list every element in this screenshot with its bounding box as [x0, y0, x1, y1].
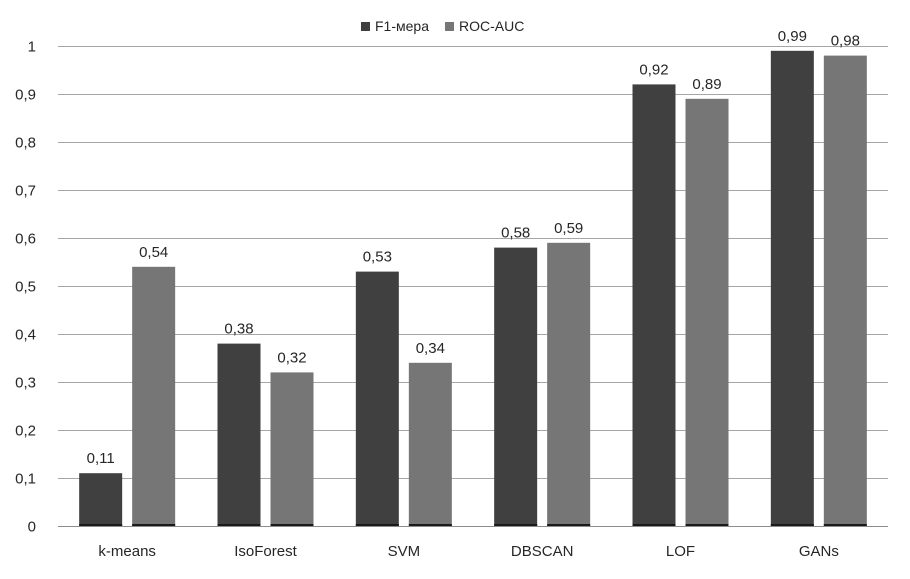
legend-swatch [444, 22, 454, 31]
data-label: 0,38 [224, 321, 253, 338]
bar [685, 98, 729, 527]
y-tick-label: 0,2 [15, 423, 36, 440]
bar [823, 55, 867, 526]
bar [270, 372, 314, 526]
bar [132, 266, 176, 526]
bar [217, 343, 261, 526]
data-labels: 0,11 0,54 0,38 0,32 0,53 0,34 0,58 0,59 0,92 0,89… [87, 28, 860, 467]
bar [79, 473, 123, 526]
legend-label: ROC-AUC [459, 18, 524, 34]
y-tick-label: 0,3 [15, 375, 36, 392]
data-label: 0,34 [416, 340, 445, 357]
data-label: 0,54 [139, 244, 168, 261]
bar [632, 84, 676, 527]
bar [547, 242, 591, 527]
category-label: DBSCAN [511, 543, 574, 560]
bar [770, 50, 814, 527]
y-tick-label: 0,8 [15, 135, 36, 152]
legend: F1-мера ROC-AUC [361, 18, 524, 34]
data-label: 0,58 [501, 225, 530, 242]
bar-base [355, 524, 399, 526]
y-tick-label: 0,4 [15, 327, 36, 344]
bar [494, 247, 538, 526]
y-tick-label: 0,6 [15, 231, 36, 248]
gridlines [58, 46, 888, 527]
category-label: GANs [799, 543, 839, 560]
y-tick-label: 0,7 [15, 183, 36, 200]
y-tick-label: 0,9 [15, 87, 36, 104]
category-label: k-means [98, 543, 156, 560]
bar-base [632, 524, 676, 526]
bar-base [770, 524, 814, 526]
bar-base [547, 524, 591, 526]
bar-base [270, 524, 314, 526]
bar-base [408, 524, 452, 526]
category-label: LOF [666, 543, 695, 560]
bar-base [132, 524, 176, 526]
y-axis-ticks: 0 0,1 0,2 0,3 0,4 0,5 0,6 0,7 0,8 0,9 1 [15, 39, 36, 536]
data-label: 0,89 [692, 76, 721, 93]
bars [79, 50, 867, 527]
data-label: 0,98 [831, 33, 860, 50]
bar [355, 271, 399, 526]
bar-base [79, 524, 123, 526]
legend-swatch [361, 22, 370, 31]
bar-base [217, 524, 261, 526]
data-label: 0,53 [363, 249, 392, 266]
bar-base [823, 524, 867, 526]
data-label: 0,99 [778, 28, 807, 45]
data-label: 0,11 [87, 450, 115, 467]
data-label: 0,92 [639, 61, 668, 78]
category-label: SVM [388, 543, 421, 560]
y-tick-label: 0,5 [15, 279, 36, 296]
data-label: 0,32 [277, 349, 306, 366]
y-tick-label: 0 [28, 519, 36, 536]
bar-base [685, 524, 729, 526]
data-label: 0,59 [554, 220, 583, 237]
x-axis-categories: k-means IsoForest SVM DBSCAN LOF GANs [98, 543, 838, 560]
y-tick-label: 1 [28, 39, 36, 56]
legend-label: F1-мера [375, 18, 429, 34]
y-tick-label: 0,1 [15, 471, 36, 488]
bar-base [494, 524, 538, 526]
bar [408, 362, 452, 526]
category-label: IsoForest [234, 543, 297, 560]
